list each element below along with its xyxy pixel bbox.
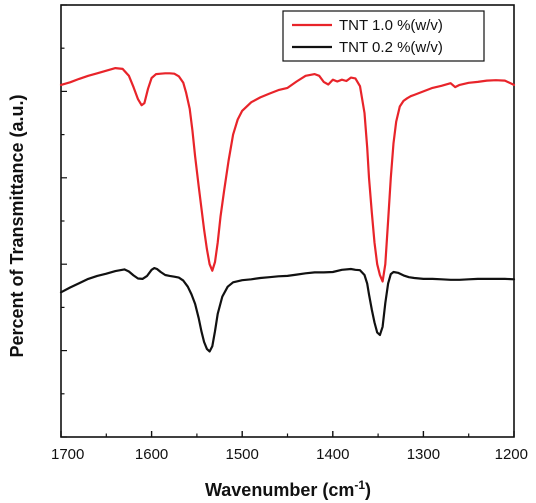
x-axis-title-text: Wavenumber (cm — [205, 480, 354, 500]
legend: TNT 1.0 %(w/v) TNT 0.2 %(w/v) — [282, 10, 485, 62]
series-lines — [59, 66, 516, 353]
series-line-2 — [59, 267, 516, 353]
legend-box — [282, 10, 485, 62]
tick-marks — [60, 4, 515, 438]
legend-label-2: TNT 0.2 %(w/v) — [339, 39, 443, 56]
plot-area — [60, 4, 515, 438]
x-axis-title-close: ) — [365, 480, 371, 500]
x-tick-label: 1700 — [51, 446, 84, 463]
x-axis-title: Wavenumber (cm-1) — [205, 478, 371, 500]
x-tick-label: 1300 — [407, 446, 440, 463]
x-tick-label: 1500 — [226, 446, 259, 463]
x-tick-label: 1400 — [316, 446, 349, 463]
y-axis-title: Percent of Transmittance (a.u.) — [7, 94, 27, 357]
plot-frame — [60, 4, 515, 438]
x-tick-label: 1600 — [135, 446, 168, 463]
x-tick-labels: 1700 1600 1500 1400 1300 1200 — [51, 446, 528, 463]
x-tick-label: 1200 — [495, 446, 528, 463]
series-line-1 — [59, 66, 516, 283]
x-axis-title-superscript: -1 — [354, 478, 365, 492]
legend-label-1: TNT 1.0 %(w/v) — [339, 17, 443, 34]
